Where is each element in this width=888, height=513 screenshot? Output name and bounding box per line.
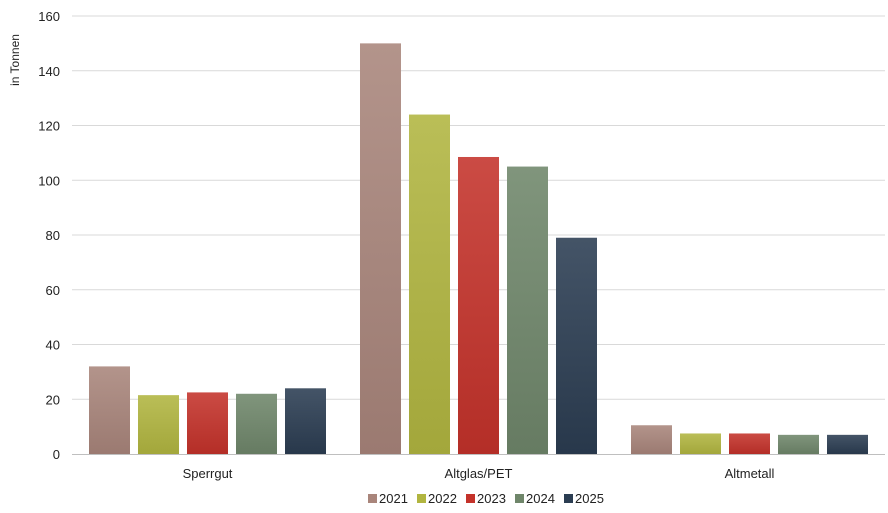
y-tick-label: 60 <box>46 283 60 298</box>
bar <box>187 392 228 454</box>
bar <box>631 425 672 454</box>
y-tick-label: 40 <box>46 338 60 353</box>
y-tick-label: 20 <box>46 392 60 407</box>
category-label: Sperrgut <box>183 466 233 481</box>
legend-swatch <box>564 494 573 503</box>
legend-label: 2021 <box>379 491 408 506</box>
bars <box>89 43 868 455</box>
bar <box>236 393 277 454</box>
y-axis-ticks: 0 20 40 60 80 100 120 140 160 <box>38 9 60 462</box>
legend-item: 2024 <box>515 491 555 506</box>
bar <box>89 366 130 454</box>
legend-item: 2023 <box>466 491 506 506</box>
legend-swatch <box>417 494 426 503</box>
bar <box>729 433 770 454</box>
legend-swatch <box>515 494 524 503</box>
legend-item: 2021 <box>368 491 408 506</box>
legend-swatch <box>466 494 475 503</box>
bar <box>778 434 819 454</box>
y-tick-label: 100 <box>38 173 60 188</box>
bar <box>680 433 721 454</box>
legend-label: 2025 <box>575 491 604 506</box>
y-tick-label: 160 <box>38 9 60 24</box>
category-label: Altmetall <box>725 466 775 481</box>
bar <box>458 156 499 454</box>
bar <box>409 114 450 455</box>
legend-swatch <box>368 494 377 503</box>
legend-item: 2025 <box>564 491 604 506</box>
category-label: Altglas/PET <box>445 466 513 481</box>
y-tick-label: 120 <box>38 119 60 134</box>
legend-label: 2023 <box>477 491 506 506</box>
bar <box>507 166 548 454</box>
bar <box>556 237 597 454</box>
legend: 2021 2022 2023 2024 2025 <box>368 491 604 506</box>
y-axis-title: in Tonnen <box>8 34 22 86</box>
legend-label: 2022 <box>428 491 457 506</box>
y-tick-label: 80 <box>46 228 60 243</box>
bar <box>827 434 868 454</box>
legend-label: 2024 <box>526 491 555 506</box>
bar <box>138 395 179 454</box>
y-tick-label: 0 <box>53 447 60 462</box>
legend-item: 2022 <box>417 491 457 506</box>
category-labels: Sperrgut Altglas/PET Altmetall <box>183 466 775 481</box>
bar <box>360 43 401 454</box>
y-tick-label: 140 <box>38 64 60 79</box>
bar <box>285 388 326 454</box>
